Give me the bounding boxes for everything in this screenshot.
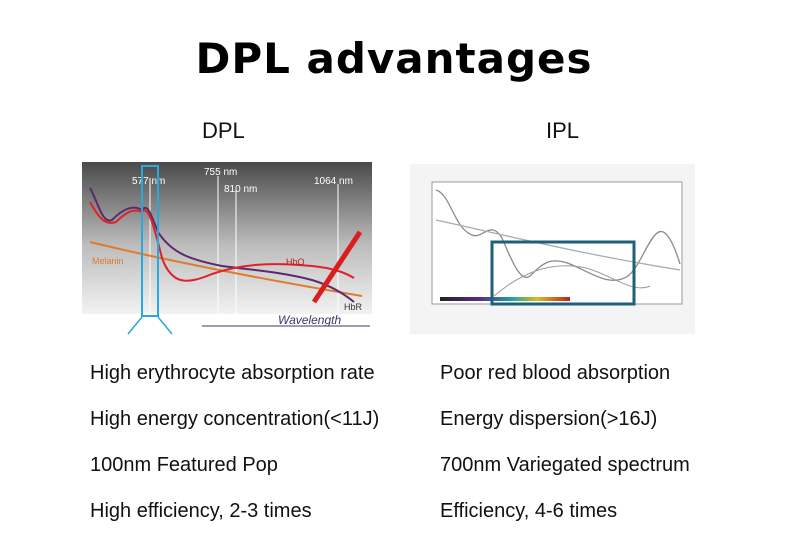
label-hbr: HbR — [344, 302, 363, 312]
ipl-point-spectrum: 700nm Variegated spectrum — [440, 454, 690, 476]
dpl-point-efficiency: High efficiency, 2-3 times — [90, 500, 312, 522]
hbo-curve — [89, 201, 355, 282]
label-1064nm: 1064 nm — [314, 176, 353, 187]
dpl-absorption-chart: 577 nm 755 nm 810 nm 1064 nm Melanin HbO… — [82, 162, 372, 338]
laser-1064-mark — [311, 230, 363, 304]
axis-label-wavelength: Wavelength — [278, 313, 341, 327]
dpl-point-energy: High energy concentration(<11J) — [90, 408, 380, 430]
absorption-curve — [435, 189, 681, 281]
band-arrow-left — [127, 316, 143, 335]
label-melanin: Melanin — [92, 256, 124, 266]
dpl-point-absorption: High erythrocyte absorption rate — [90, 362, 375, 384]
dpl-band-highlight — [141, 165, 159, 317]
band-arrow-right — [157, 316, 173, 335]
label-810nm: 810 nm — [224, 184, 257, 195]
label-hbo: HbO — [286, 257, 305, 267]
label-755nm: 755 nm — [204, 167, 237, 178]
page-title: DPL advantages — [195, 34, 593, 83]
ipl-point-efficiency: Efficiency, 4-6 times — [440, 500, 618, 522]
ipl-heading: IPL — [546, 118, 580, 143]
ipl-point-energy: Energy dispersion(>16J) — [440, 408, 658, 430]
hbr-curve — [89, 187, 355, 303]
melanin-curve — [435, 219, 681, 271]
melanin-curve — [89, 241, 363, 297]
label-577nm: 577 nm — [132, 176, 165, 187]
ipl-spectrum-chart — [410, 164, 695, 334]
dpl-point-spectrum: 100nm Featured Pop — [90, 454, 278, 476]
spectrum-curve — [493, 265, 651, 297]
ipl-point-absorption: Poor red blood absorption — [440, 362, 671, 384]
ipl-band-highlight — [490, 240, 636, 306]
spectrum-bar — [440, 297, 570, 301]
dpl-heading: DPL — [202, 118, 245, 143]
